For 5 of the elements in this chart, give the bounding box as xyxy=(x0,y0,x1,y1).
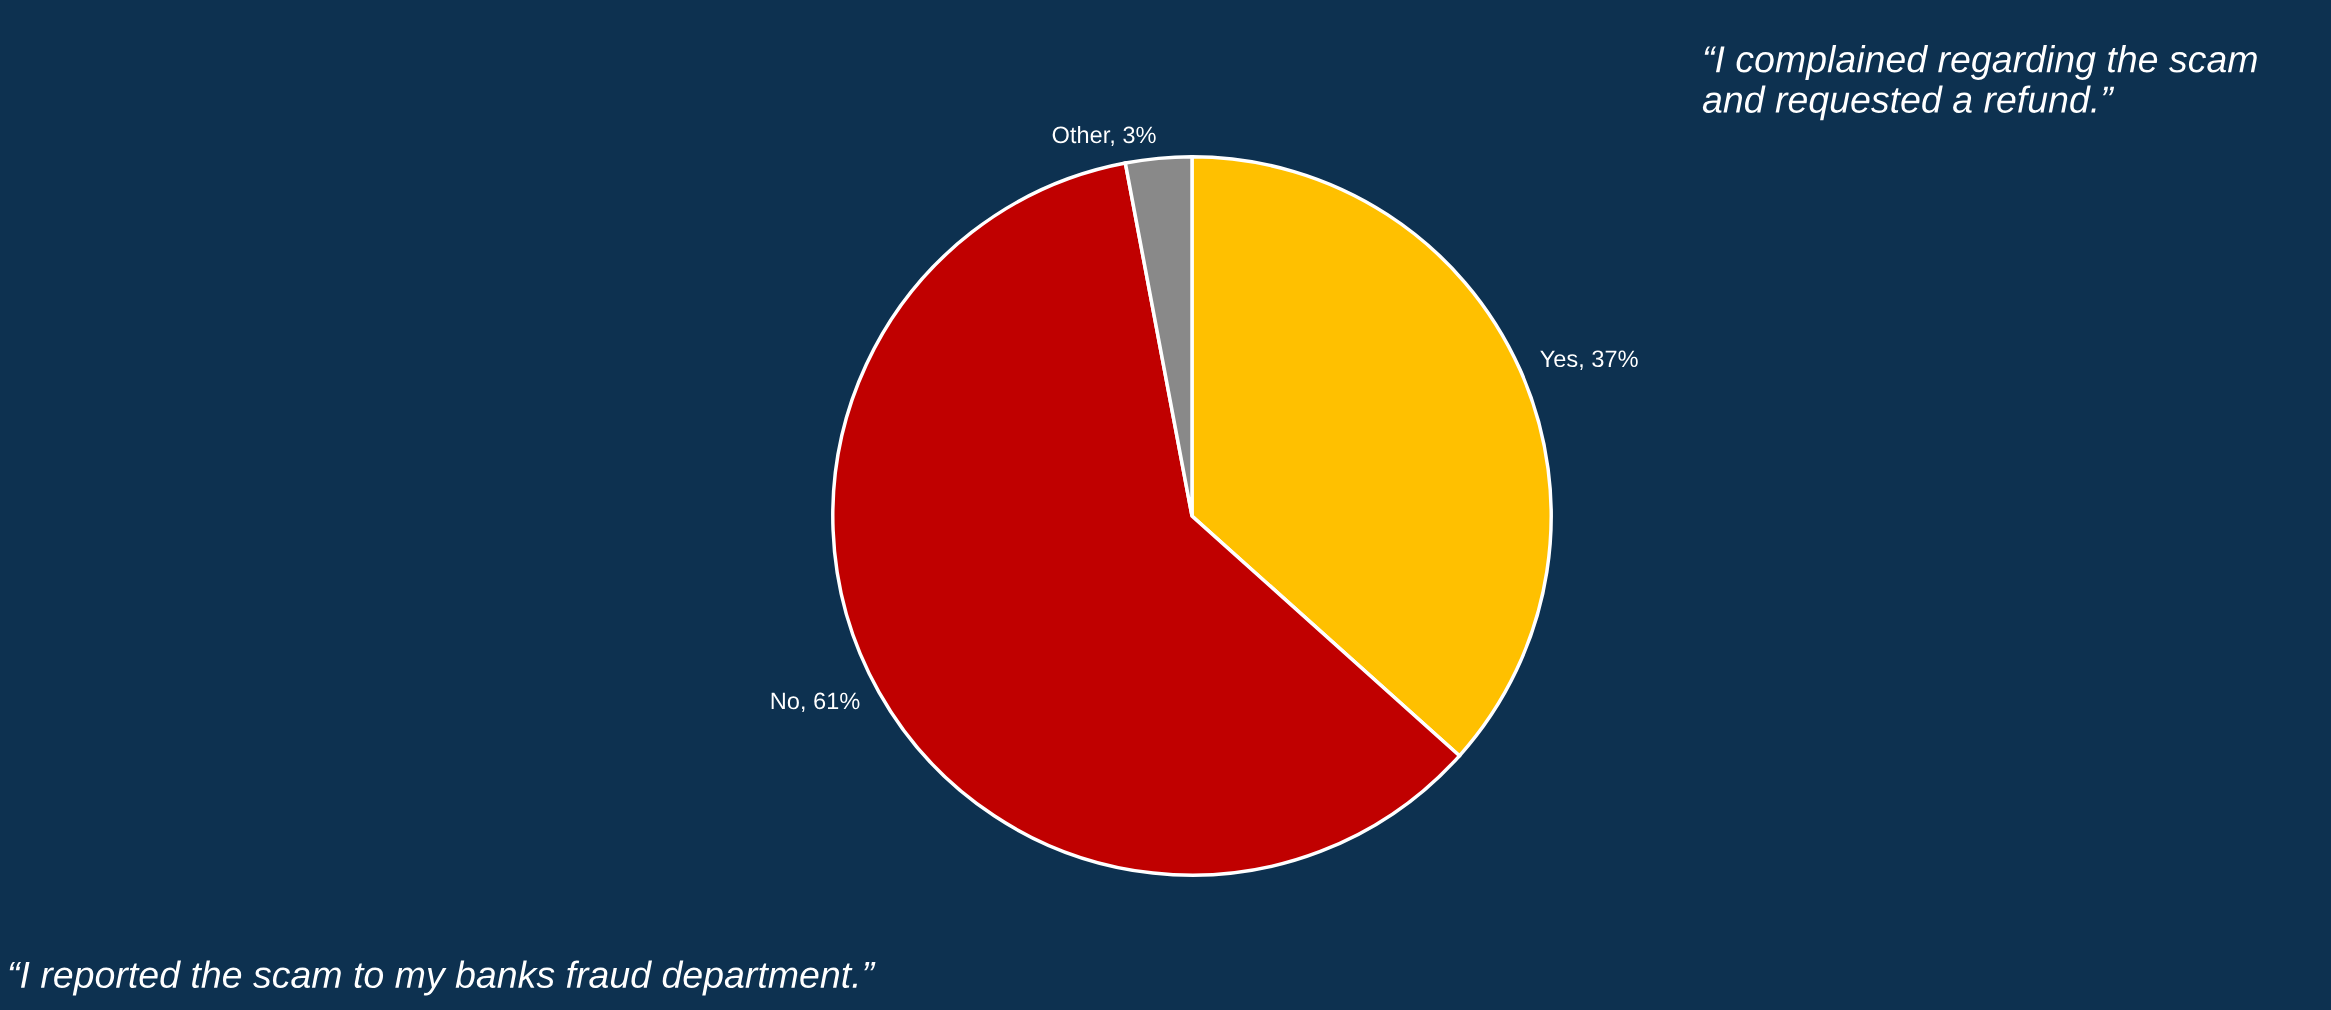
slice-label: Yes, 37% xyxy=(1540,350,1638,370)
text: “I reported the scam to my banks fraud department.” xyxy=(9,960,876,996)
text: “I complained regarding the scam and requested a refund.” xyxy=(1702,45,2257,121)
slice-label: Other, 3% xyxy=(1052,125,1156,147)
slice-label: No, 61% xyxy=(771,692,860,713)
